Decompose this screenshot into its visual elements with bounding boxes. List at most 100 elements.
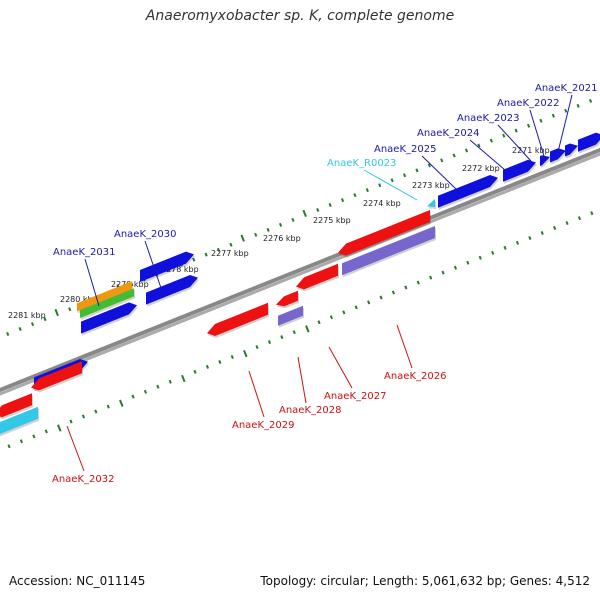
scale-tick-label: 2281 kbp <box>8 311 46 320</box>
gene-label-leader <box>363 169 418 201</box>
minor-tick <box>514 128 518 133</box>
gene-label: AnaeK_R0023 <box>327 158 396 169</box>
gene-label-leader <box>144 240 162 289</box>
minor-tick <box>441 270 445 275</box>
minor-tick <box>427 163 431 168</box>
major-tick <box>302 209 307 217</box>
minor-tick <box>553 226 557 231</box>
minor-tick <box>317 320 321 325</box>
gene-anaek-2031 <box>81 302 138 336</box>
minor-tick <box>218 359 222 364</box>
scale-tick-label: 2277 kbp <box>211 249 249 258</box>
scale-tick-label: 2271 kbp <box>512 146 550 155</box>
minor-tick <box>340 198 345 203</box>
scale-tick-label: 2272 kbp <box>462 164 500 173</box>
minor-tick <box>168 379 172 384</box>
feature-body <box>540 155 550 166</box>
feature-body <box>31 361 82 391</box>
minor-tick <box>491 250 495 255</box>
minor-tick <box>6 332 10 337</box>
minor-tick <box>404 285 408 290</box>
gene-label-leader <box>84 258 100 307</box>
minor-tick <box>18 327 22 332</box>
feature-body <box>146 275 198 305</box>
gene-anaek-2032-a <box>31 361 83 393</box>
minor-tick <box>526 123 531 128</box>
minor-tick <box>577 216 582 221</box>
major-tick <box>243 350 248 358</box>
minor-tick <box>453 265 458 270</box>
major-tick <box>54 308 59 317</box>
gene-label: AnaeK_2025 <box>374 144 436 155</box>
gene-anaek-2030 <box>146 275 199 307</box>
gene-label-leader <box>328 346 353 389</box>
minor-tick <box>515 240 520 245</box>
minor-tick <box>365 188 369 193</box>
feature-body <box>296 263 338 290</box>
feature-body <box>77 281 132 312</box>
feature-body <box>550 148 566 163</box>
gene-label: AnaeK_2027 <box>324 391 386 402</box>
gene-anaek-r0023 <box>427 199 436 209</box>
minor-tick <box>280 335 284 340</box>
minor-tick <box>415 168 419 173</box>
minor-tick <box>278 222 283 227</box>
gene-label: AnaeK_2023 <box>457 113 519 124</box>
minor-tick <box>379 295 383 300</box>
minor-tick <box>565 221 569 226</box>
gene-label: AnaeK_2031 <box>53 247 115 258</box>
gene-label-leader <box>396 324 413 369</box>
gene-label: AnaeK_2028 <box>279 405 341 416</box>
gene-label: AnaeK_2026 <box>384 371 446 382</box>
scale-tick-label: 2280 kbp <box>60 295 98 304</box>
map-title: Anaeromyxobacter sp. K, complete genome <box>145 8 455 24</box>
minor-tick <box>329 315 334 320</box>
feature-body <box>207 302 268 336</box>
gene-label: AnaeK_2021 <box>535 83 597 94</box>
gene-features <box>0 132 600 437</box>
minor-tick <box>7 444 11 449</box>
minor-tick <box>69 419 73 424</box>
minor-tick <box>353 193 357 198</box>
gene-labels: AnaeK_2021 AnaeK_2022 AnaeK_2023 AnaeK_2024… <box>52 83 597 485</box>
gene-anaek-2032 <box>0 393 33 420</box>
feature-body <box>278 305 303 326</box>
gene-label-leader <box>248 370 265 418</box>
minor-tick <box>429 275 433 280</box>
minor-tick <box>143 389 148 394</box>
scale-tick-label: 2278 kbp <box>161 265 199 274</box>
feature-body <box>0 393 32 418</box>
minor-tick <box>551 113 555 118</box>
gene-anaek-2027 <box>296 263 339 292</box>
gene-anaek-2022 <box>550 148 567 165</box>
feature-body <box>438 175 498 208</box>
minor-tick <box>204 252 208 257</box>
minor-tick <box>489 138 493 143</box>
scale-tick-label: 2276 kbp <box>263 234 301 243</box>
minor-tick <box>540 230 544 235</box>
minor-tick <box>590 211 594 216</box>
gene-anaek-2029 <box>207 302 269 338</box>
major-tick <box>305 325 310 333</box>
gene-anaek-2025 <box>438 175 499 210</box>
minor-tick <box>367 300 371 305</box>
minor-tick <box>391 290 396 295</box>
minor-tick <box>68 307 72 312</box>
gene-label-leader <box>297 356 307 404</box>
feature-green <box>80 288 135 320</box>
feature-body <box>81 302 137 334</box>
gene-cyan-edge <box>0 406 39 437</box>
gene-label: AnaeK_2032 <box>52 474 114 485</box>
minor-tick <box>19 439 24 444</box>
gene-forward-edge <box>578 132 600 154</box>
minor-tick <box>44 429 48 434</box>
major-tick <box>119 399 124 407</box>
minor-tick <box>478 255 482 260</box>
minor-tick <box>440 158 444 163</box>
gene-label-leader <box>529 109 545 157</box>
gene-label-leader <box>421 155 457 190</box>
minor-tick <box>528 235 532 240</box>
minor-tick <box>230 354 234 359</box>
minor-tick <box>254 232 258 237</box>
minor-tick <box>390 178 394 183</box>
